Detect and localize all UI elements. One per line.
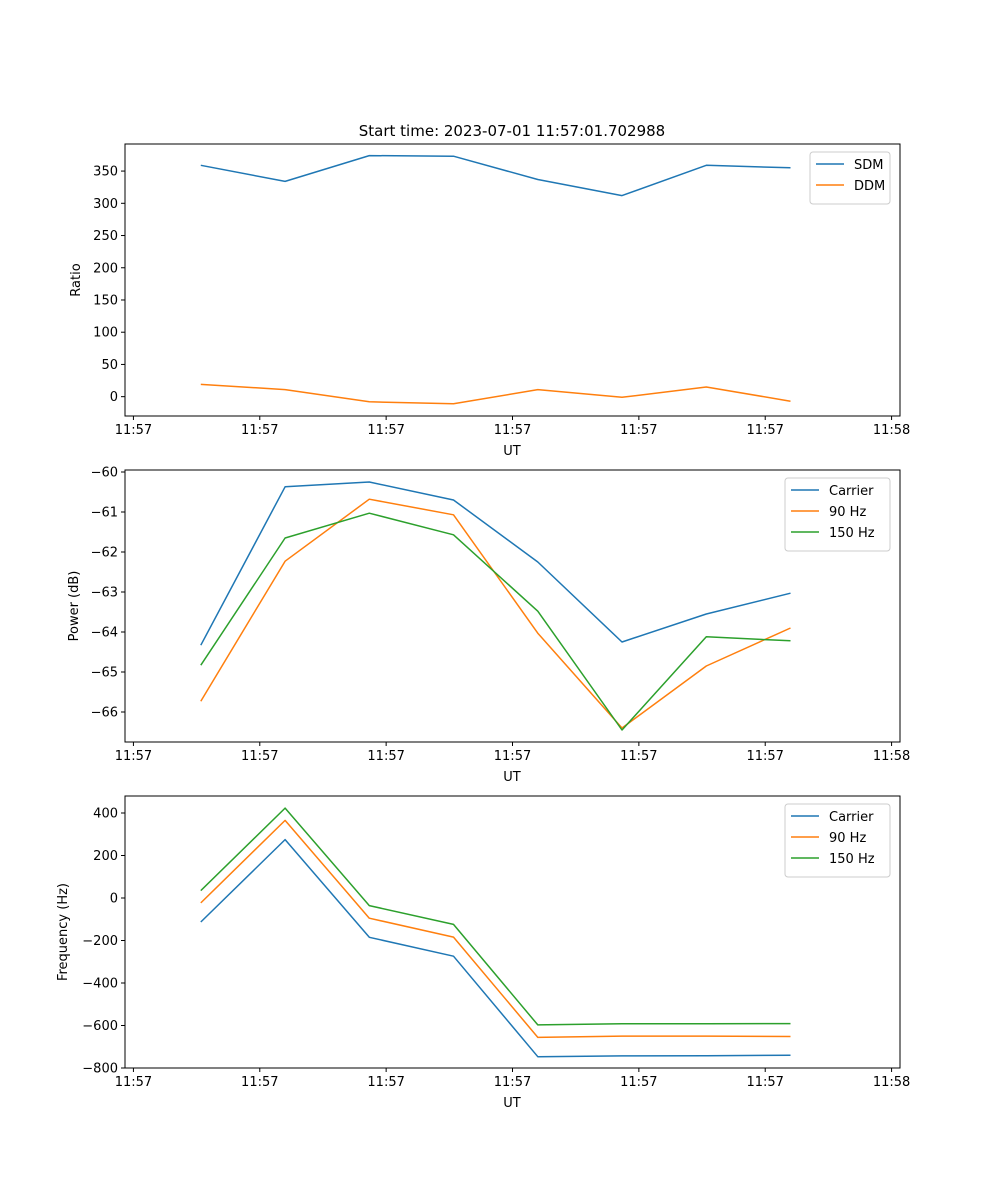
ratio-x-axis-label: UT <box>503 444 521 459</box>
power-y-tick-label: −60 <box>91 466 118 481</box>
power-legend-label: Carrier <box>829 484 874 499</box>
power-y-tick-label: −66 <box>91 706 118 721</box>
power-legend: Carrier 90 Hz 150 Hz <box>784 477 891 552</box>
frequency-legend: Carrier 90 Hz 150 Hz <box>784 803 891 878</box>
power-y-tick-label: −62 <box>91 546 118 561</box>
figure-title: Start time: 2023-07-01 11:57:01.702988 <box>359 122 665 140</box>
frequency-y-tick-label: 400 <box>93 807 118 822</box>
ratio-legend-label: DDM <box>854 179 885 194</box>
ratio-y-tick-label: 150 <box>93 293 118 308</box>
frequency-y-tick-label: 200 <box>93 849 118 864</box>
frequency-y-tick-label: −800 <box>82 1062 118 1077</box>
ratio-x-tick-label: 11:57 <box>115 423 152 438</box>
ratio-y-tick-label: 350 <box>93 165 118 180</box>
frequency-x-tick-label: 11:57 <box>241 1075 278 1090</box>
ratio-x-tick-label: 11:57 <box>367 423 404 438</box>
frequency-y-tick-label: −400 <box>82 977 118 992</box>
power-x-tick-label: 11:57 <box>746 749 783 764</box>
power-y-tick-label: −65 <box>91 666 118 681</box>
ratio-panel: 11:57 11:57 11:57 11:57 11:57 11:57 11:58 0 50 10… <box>69 143 910 459</box>
frequency-y-tick-label: 0 <box>110 892 118 907</box>
ratio-y-tick-label: 250 <box>93 229 118 244</box>
frequency-x-tick-label: 11:57 <box>367 1075 404 1090</box>
power-series-line-150-hz <box>200 512 791 731</box>
power-x-axis-label: UT <box>503 770 521 785</box>
power-legend-label: 150 Hz <box>829 526 875 541</box>
frequency-legend-label: Carrier <box>829 810 874 825</box>
frequency-y-axis-label: Frequency (Hz) <box>56 883 71 981</box>
power-x-tick-label: 11:57 <box>241 749 278 764</box>
ratio-x-tick-label: 11:57 <box>746 423 783 438</box>
frequency-legend-label: 150 Hz <box>829 852 875 867</box>
power-y-tick-label: −64 <box>91 626 118 641</box>
frequency-x-tick-label: 11:57 <box>115 1075 152 1090</box>
frequency-series-line-carrier <box>200 838 791 1058</box>
ratio-legend-box <box>809 151 891 205</box>
power-x-tick-label: 11:57 <box>620 749 657 764</box>
frequency-panel: 11:57 11:57 11:57 11:57 11:57 11:57 11:58 −800 −… <box>56 795 910 1111</box>
frequency-series-line-150-hz <box>200 807 791 1026</box>
power-y-axis-label: Power (dB) <box>67 571 82 642</box>
frequency-y-tick-label: −200 <box>82 934 118 949</box>
ratio-legend: SDM DDM <box>809 151 891 205</box>
power-series-line-carrier <box>200 481 791 646</box>
frequency-x-tick-label: 11:57 <box>620 1075 657 1090</box>
frequency-series-line-90-hz <box>200 819 791 1039</box>
frequency-y-tick-label: −600 <box>82 1019 118 1034</box>
ratio-legend-label: SDM <box>854 158 883 173</box>
power-x-tick-label: 11:58 <box>873 749 910 764</box>
frequency-x-tick-label: 11:58 <box>873 1075 910 1090</box>
power-y-tick-label: −61 <box>91 506 118 521</box>
ratio-y-tick-label: 200 <box>93 261 118 276</box>
power-x-tick-label: 11:57 <box>494 749 531 764</box>
ratio-y-tick-label: 0 <box>110 390 118 405</box>
ratio-y-tick-label: 100 <box>93 326 118 341</box>
frequency-x-tick-label: 11:57 <box>494 1075 531 1090</box>
frequency-x-axis-label: UT <box>503 1096 521 1111</box>
frequency-x-tick-label: 11:57 <box>746 1075 783 1090</box>
ratio-y-tick-label: 50 <box>101 358 118 373</box>
power-legend-label: 90 Hz <box>829 505 866 520</box>
power-x-tick-label: 11:57 <box>367 749 404 764</box>
ratio-series-line-ddm <box>200 383 791 405</box>
ratio-x-tick-label: 11:57 <box>494 423 531 438</box>
ratio-y-tick-label: 300 <box>93 197 118 212</box>
power-y-tick-label: −63 <box>91 586 118 601</box>
ratio-x-tick-label: 11:57 <box>241 423 278 438</box>
power-panel: 11:57 11:57 11:57 11:57 11:57 11:57 11:58 −66 −6… <box>67 466 910 786</box>
power-x-tick-label: 11:57 <box>115 749 152 764</box>
ratio-x-tick-label: 11:58 <box>873 423 910 438</box>
frequency-legend-label: 90 Hz <box>829 831 866 846</box>
ratio-x-tick-label: 11:57 <box>620 423 657 438</box>
ratio-y-axis-label: Ratio <box>69 263 84 296</box>
ratio-series-line-sdm <box>200 154 791 197</box>
